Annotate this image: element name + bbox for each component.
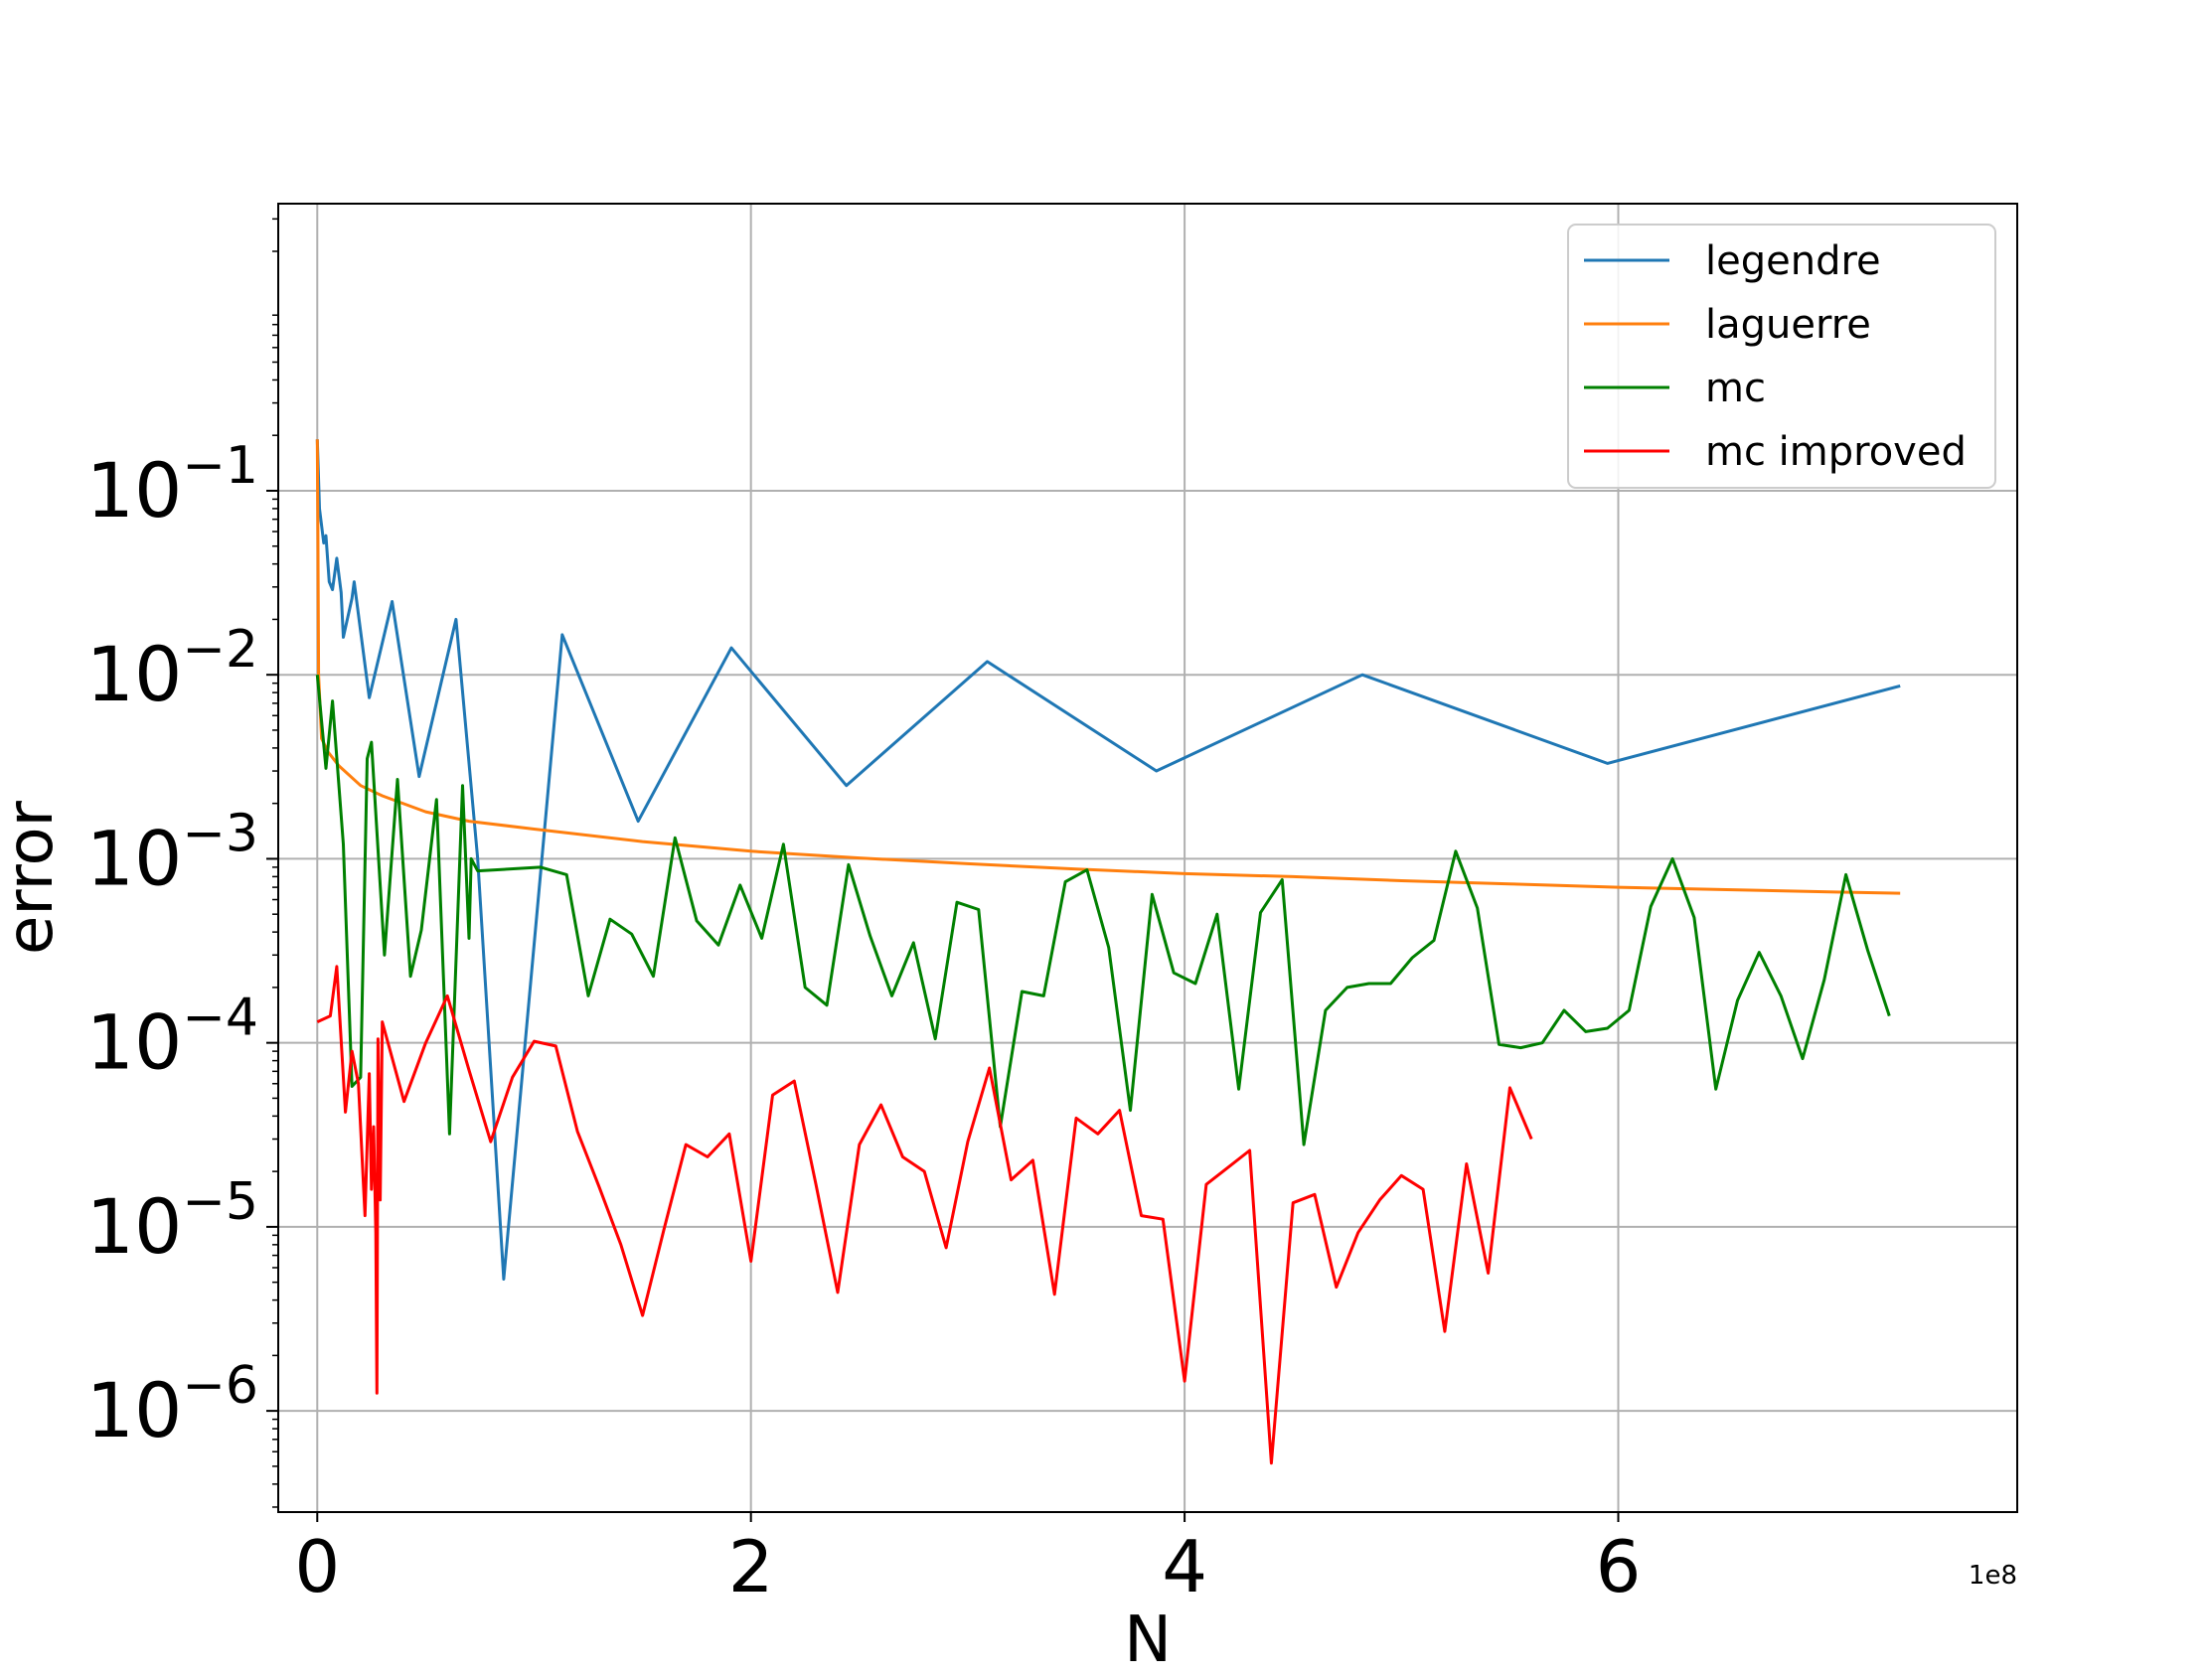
legend-entry-label: laguerre	[1705, 302, 1871, 348]
axis-labels: N error 1e8	[0, 800, 2017, 1677]
y-tick-base: 10	[86, 630, 183, 718]
legend-entry-label: legendre	[1705, 238, 1881, 284]
y-tick-exponent: −3	[182, 804, 258, 863]
y-tick-base: 10	[86, 814, 183, 902]
y-axis-label: error	[0, 800, 68, 955]
x-tick-label: 0	[294, 1525, 340, 1608]
x-axis-label: N	[1124, 1603, 1172, 1677]
y-tick-label: 10−5	[86, 1172, 258, 1271]
legend-entry-label: mc	[1705, 366, 1766, 411]
y-tick-label: 10−2	[86, 620, 258, 718]
y-tick-exponent: −6	[182, 1356, 258, 1416]
y-tick-base: 10	[86, 1182, 183, 1271]
y-tick-base: 10	[86, 446, 183, 534]
y-tick-label: 10−4	[86, 989, 258, 1087]
legend-box	[1567, 224, 1996, 489]
x-tick-label: 2	[728, 1525, 774, 1608]
grid	[278, 204, 2017, 1512]
series-line-legendre	[315, 439, 1901, 1281]
x-tick-label: 4	[1162, 1525, 1207, 1608]
y-tick-label: 10−3	[86, 804, 258, 902]
x-tick-label: 6	[1596, 1525, 1642, 1608]
legend: legendre laguerre mc mc improved	[1567, 224, 1996, 489]
x-axis-multiplier: 1e8	[1969, 1561, 2017, 1591]
y-tick-exponent: −5	[182, 1172, 258, 1232]
y-tick-label: 10−1	[86, 436, 258, 534]
y-tick-exponent: −2	[182, 620, 258, 680]
y-tick-exponent: −1	[182, 436, 258, 496]
legend-entry-label: mc improved	[1705, 429, 1967, 475]
series-line-mc-improved	[316, 965, 1533, 1465]
y-tick-base: 10	[86, 1366, 183, 1454]
ticks: 0 2 4 610−110−210−310−410−510−6	[86, 218, 1642, 1608]
series-lines	[315, 439, 1901, 1465]
y-tick-base: 10	[86, 998, 183, 1087]
y-tick-label: 10−6	[86, 1356, 258, 1454]
y-tick-exponent: −4	[182, 989, 258, 1048]
